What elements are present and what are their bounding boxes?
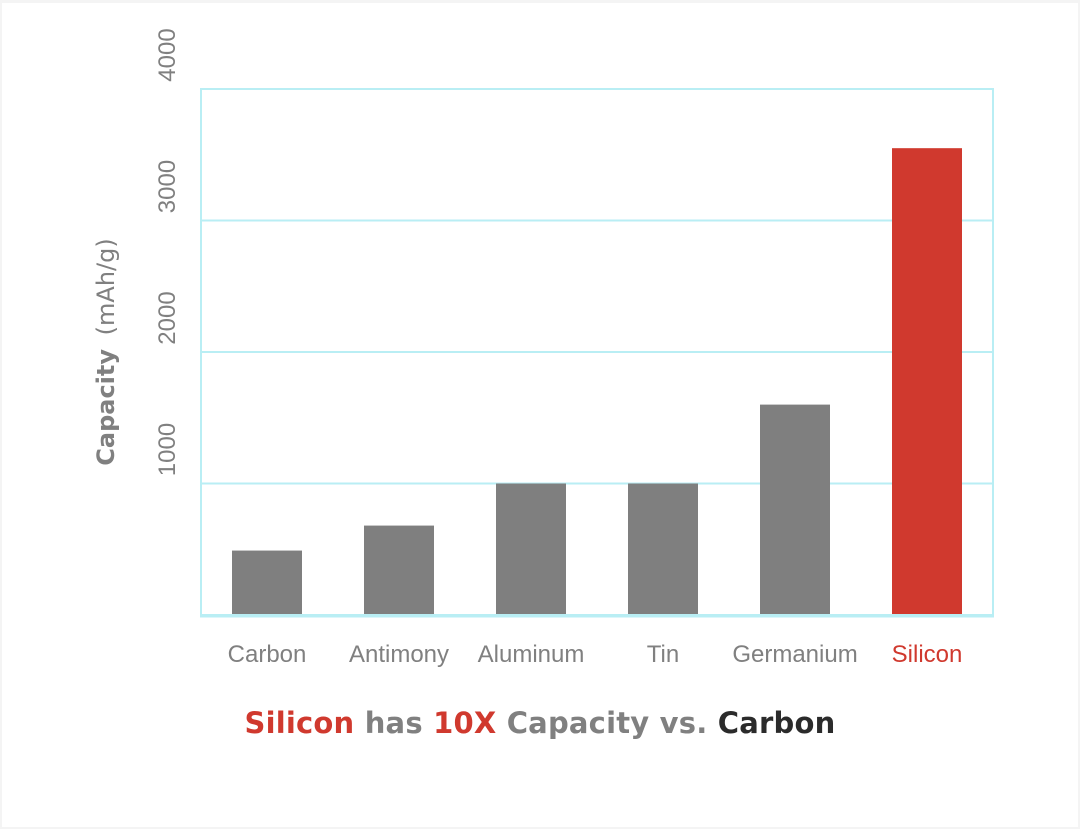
bar-carbon xyxy=(232,550,302,615)
bars xyxy=(232,148,962,616)
x-tick-label-antimony: Antimony xyxy=(349,641,449,668)
bar-aluminum xyxy=(496,483,566,615)
y-tick-label: 2000 xyxy=(154,291,181,344)
y-axis-label-bold: Capacity xyxy=(92,349,120,466)
y-tick-label: 1000 xyxy=(154,423,181,476)
x-tick-label-carbon: Carbon xyxy=(228,641,307,668)
x-tick-labels: Carbon Antimony Aluminum Tin Germanium Silico… xyxy=(228,641,963,668)
chart-caption: Silicon has 10X Capacity vs. Carbon xyxy=(0,706,1080,740)
x-tick-label-aluminum: Aluminum xyxy=(478,641,585,668)
bar-tin xyxy=(628,483,698,615)
x-tick-label-germanium: Germanium xyxy=(732,641,857,668)
y-tick-label: 3000 xyxy=(154,160,181,213)
y-axis-label-unit: (mAh/g) xyxy=(92,238,120,335)
grid-lines xyxy=(201,88,993,485)
caption-has: has xyxy=(354,706,434,740)
caption-silicon: Silicon xyxy=(244,706,355,740)
caption-capacity-vs: Capacity vs. xyxy=(496,706,718,740)
bar-antimony xyxy=(364,525,434,615)
plot-frame xyxy=(200,88,994,618)
bar-silicon xyxy=(892,148,962,616)
y-tick-label: 4000 xyxy=(154,28,181,81)
y-axis-label: Capacity (mAh/g) xyxy=(92,238,120,465)
caption-carbon: Carbon xyxy=(717,706,836,740)
caption-10x: 10X xyxy=(433,706,497,740)
x-tick-label-silicon: Silicon xyxy=(892,641,963,668)
bar-germanium xyxy=(760,404,830,615)
x-tick-label-tin: Tin xyxy=(647,641,679,668)
y-tick-labels: 1000 2000 3000 4000 xyxy=(154,28,181,476)
